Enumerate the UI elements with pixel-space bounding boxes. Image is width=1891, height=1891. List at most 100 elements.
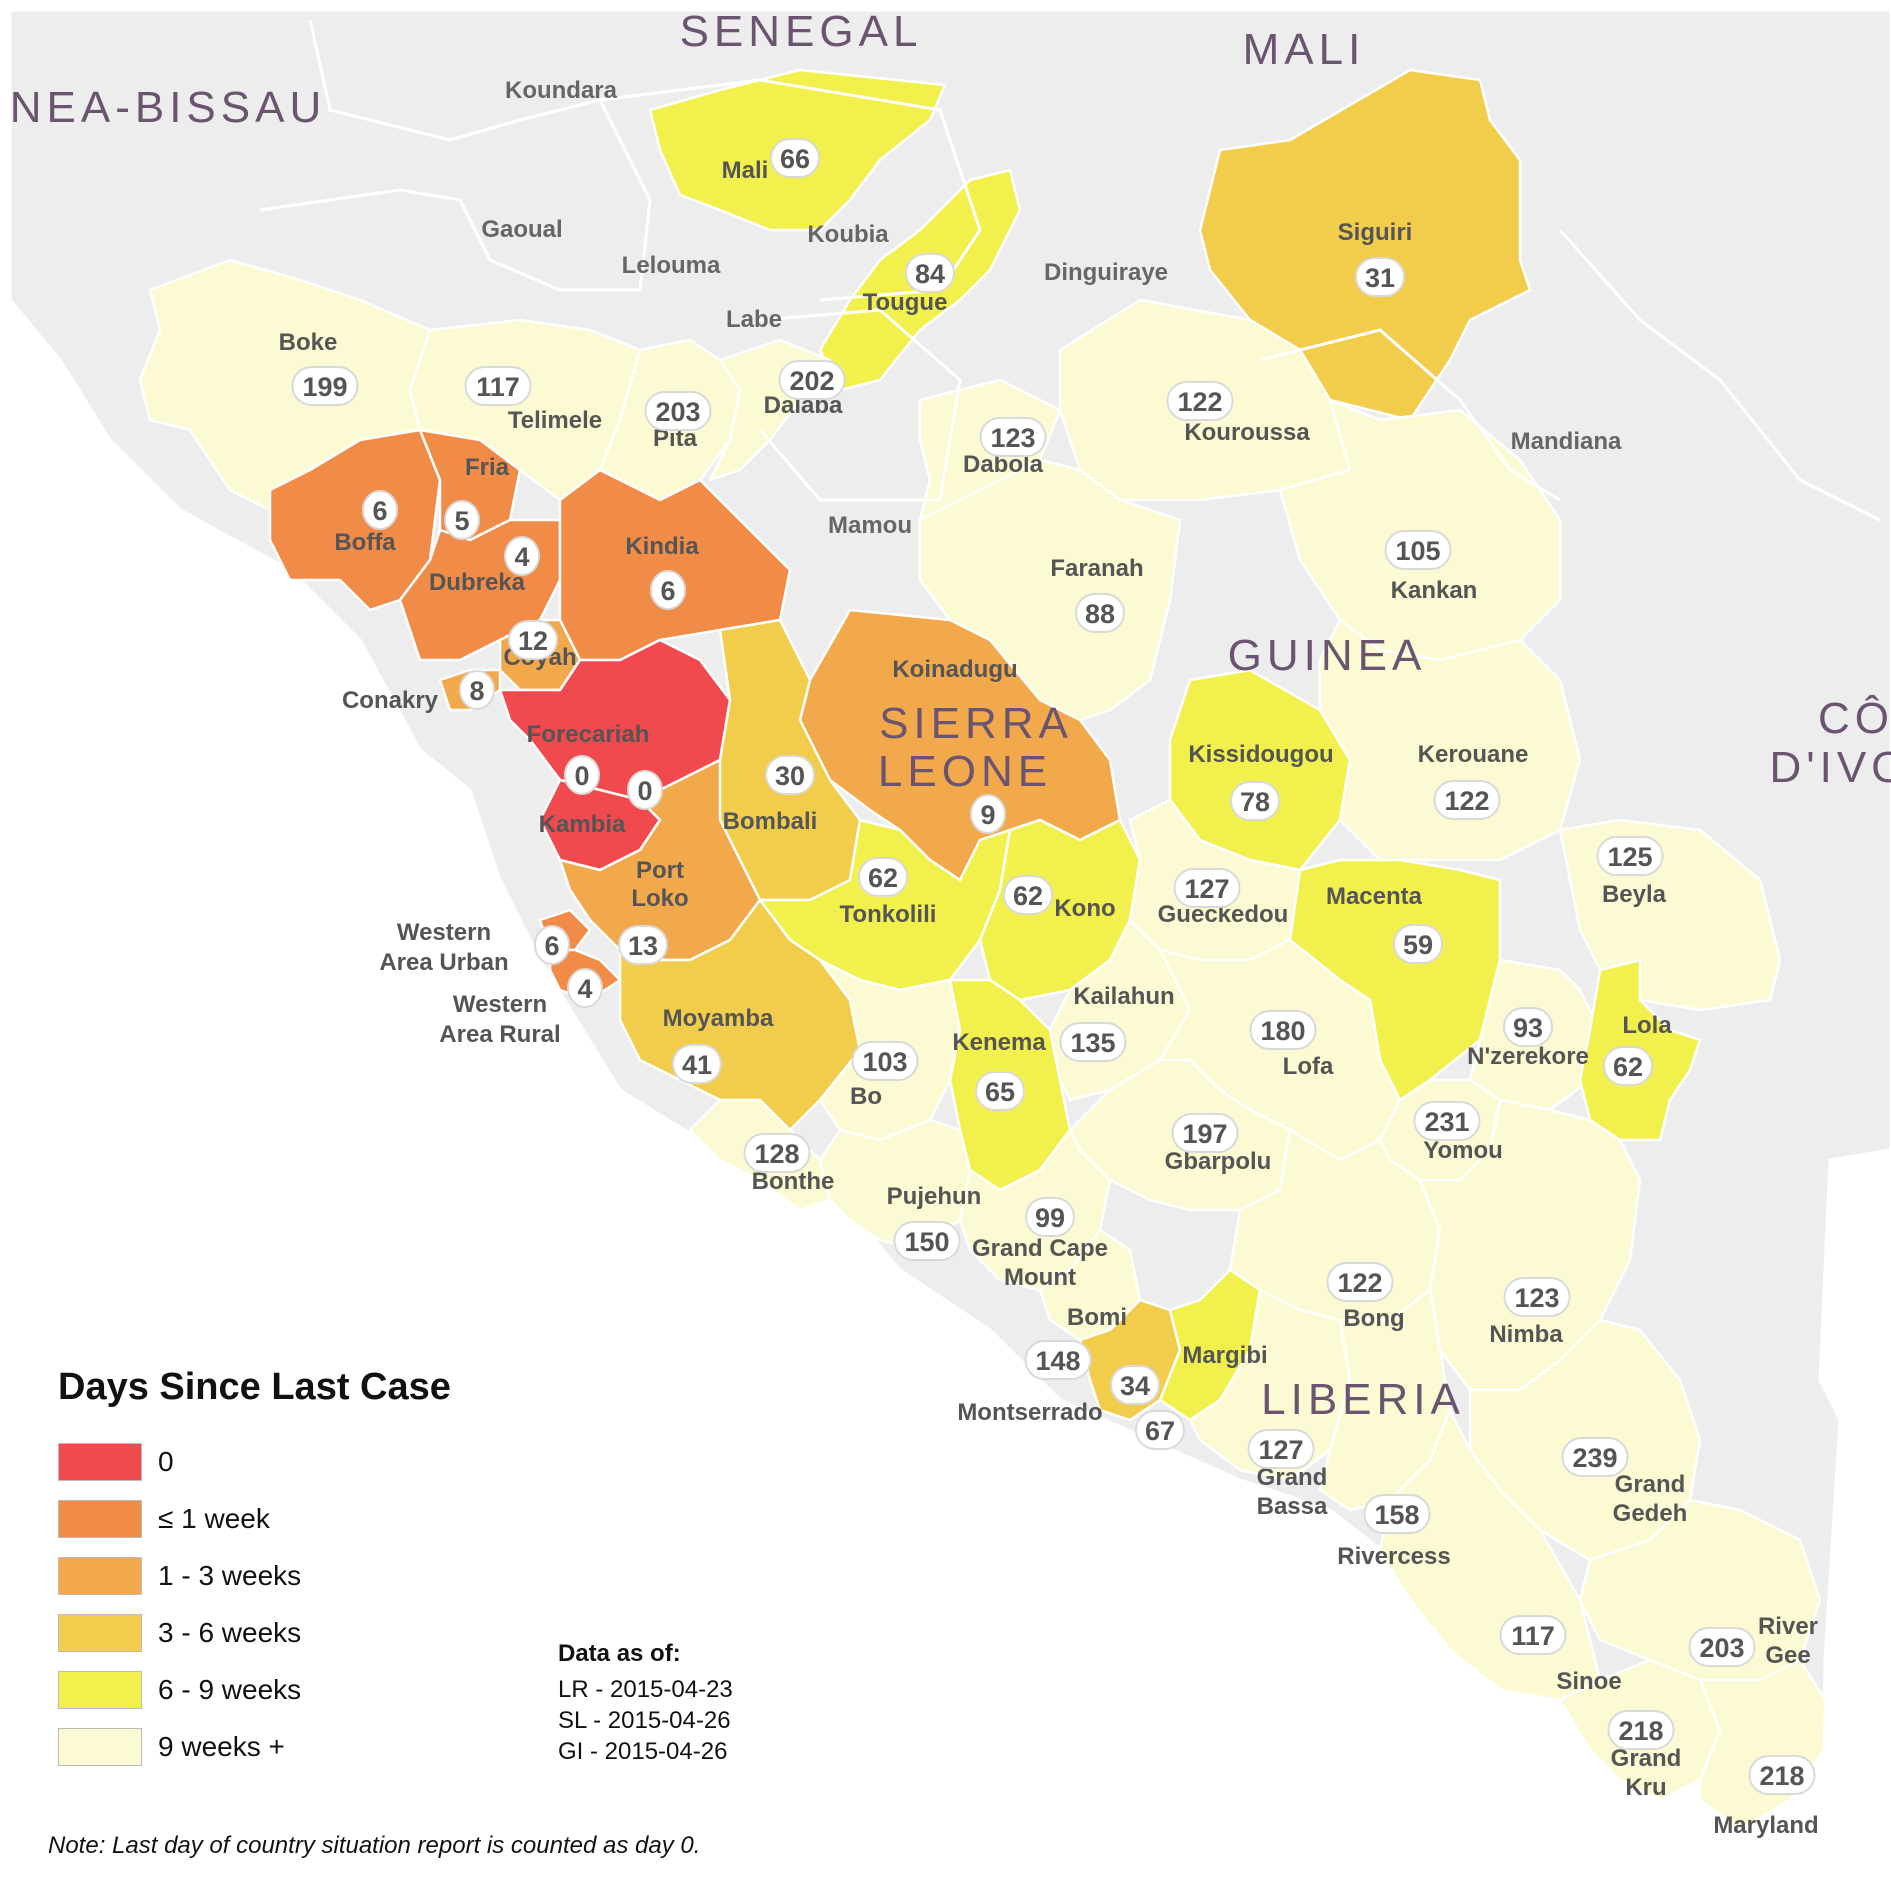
days-badge xyxy=(1433,780,1501,820)
days-count: 117 xyxy=(1511,1621,1555,1651)
country-label: SENEGAL xyxy=(680,7,923,56)
district-name-label: Tougue xyxy=(863,289,948,316)
legend-rows: 0 ≤ 1 week 1 - 3 weeks 3 - 6 weeks 6 - 9 wee… xyxy=(58,1433,518,1775)
district-name-label: Bassa xyxy=(1257,1493,1328,1520)
district-name-label: Sinoe xyxy=(1556,1668,1621,1695)
days-count: 6 xyxy=(544,931,559,961)
unreported-district-label: Gaoual xyxy=(481,216,562,243)
district-name-label: Western xyxy=(397,919,491,946)
district-name-label: Kono xyxy=(1054,895,1115,922)
days-badge xyxy=(1607,1710,1675,1750)
legend-swatch xyxy=(58,1613,142,1652)
days-badge xyxy=(1230,781,1280,821)
district-name-label: Moyamba xyxy=(663,1005,774,1032)
days-count: 239 xyxy=(1572,1443,1617,1473)
district-name-label: Gedeh xyxy=(1613,1500,1688,1527)
days-count: 197 xyxy=(1182,1119,1227,1149)
days-count: 93 xyxy=(1513,1013,1543,1043)
legend-label: 6 - 9 weeks xyxy=(158,1673,302,1705)
days-badge xyxy=(1503,1277,1571,1317)
days-badge xyxy=(1503,1007,1553,1047)
days-badge xyxy=(975,1071,1025,1111)
country-label: LEONE xyxy=(878,747,1052,796)
legend-label: 3 - 6 weeks xyxy=(158,1616,302,1648)
unreported-district-label: Labe xyxy=(726,306,782,333)
days-count: 105 xyxy=(1395,536,1440,566)
days-count: 41 xyxy=(682,1050,712,1080)
legend-item: 6 - 9 weeks xyxy=(58,1661,518,1718)
days-badge xyxy=(1413,1101,1481,1141)
days-count: 65 xyxy=(985,1077,1015,1107)
days-badge xyxy=(1603,1046,1653,1086)
legend-label: 0 xyxy=(158,1445,174,1477)
district-name-label: Conakry xyxy=(342,687,439,714)
days-count: 135 xyxy=(1070,1028,1115,1058)
unreported-district-label: Dinguiraye xyxy=(1044,259,1168,286)
days-count: 13 xyxy=(628,931,658,961)
district-name-label: Port xyxy=(636,857,684,884)
days-count: 12 xyxy=(518,626,548,656)
district-name-label: Western xyxy=(453,991,547,1018)
days-count: 6 xyxy=(660,576,675,606)
data-as-of-line: SL - 2015-04-26 xyxy=(558,1707,731,1734)
country-label: NEA-BISSAU xyxy=(10,83,327,132)
days-badge xyxy=(1025,1197,1075,1237)
days-badge xyxy=(1075,593,1125,633)
days-badge xyxy=(1135,1410,1185,1450)
days-count: 123 xyxy=(990,423,1035,453)
legend-label: 9 weeks + xyxy=(158,1730,285,1762)
district-name-label: Area Urban xyxy=(379,949,508,976)
district-name-label: Kerouane xyxy=(1418,741,1529,768)
days-badge xyxy=(1059,1022,1127,1062)
days-count: 127 xyxy=(1184,874,1229,904)
days-badge xyxy=(1326,1262,1394,1302)
district-name-label: Lola xyxy=(1622,1012,1672,1039)
days-badge xyxy=(1363,1494,1431,1534)
days-count: 122 xyxy=(1337,1268,1382,1298)
country-label: GUINEA xyxy=(1228,631,1427,680)
district-name-label: Rivercess xyxy=(1337,1543,1450,1570)
district-name-label: Pujehun xyxy=(887,1183,982,1210)
days-count: 59 xyxy=(1403,930,1433,960)
days-badge xyxy=(1024,1340,1092,1380)
days-badge xyxy=(979,417,1047,457)
days-count: 123 xyxy=(1514,1283,1559,1313)
days-badge xyxy=(1173,868,1241,908)
district-kerouane[interactable] xyxy=(1318,618,1582,862)
days-badge xyxy=(1247,1429,1315,1469)
days-badge xyxy=(1748,1755,1816,1795)
days-count: 4 xyxy=(514,542,529,572)
district-name-label: Bombali xyxy=(723,808,818,835)
legend-swatch xyxy=(58,1499,142,1538)
days-badge xyxy=(464,366,532,406)
unreported-district-label: Lelouma xyxy=(622,252,721,279)
days-count: 62 xyxy=(1613,1052,1643,1082)
legend-item: 0 xyxy=(58,1433,518,1490)
data-as-of-heading: Data as of: xyxy=(558,1640,681,1667)
days-badge xyxy=(858,857,908,897)
district-name-label: Area Rural xyxy=(439,1021,560,1048)
district-name-label: Montserrado xyxy=(957,1399,1102,1426)
days-badge xyxy=(770,138,820,178)
days-count: 148 xyxy=(1035,1346,1080,1376)
days-badge xyxy=(1384,530,1452,570)
country-label: CÔ xyxy=(1818,693,1891,743)
district-labels: Mali 66Tougue84Siguiri31Boke199Telimele11… xyxy=(279,138,1819,1839)
district-name-label: Lofa xyxy=(1283,1053,1334,1080)
days-count: 78 xyxy=(1240,787,1270,817)
district-name-label: Beyla xyxy=(1602,881,1667,908)
days-count: 5 xyxy=(454,506,469,536)
district-name-label: Kouroussa xyxy=(1184,419,1310,446)
district-name-label: Nimba xyxy=(1489,1321,1563,1348)
days-badge xyxy=(1688,1627,1756,1667)
district-name-label: Bomi xyxy=(1067,1304,1127,1331)
district-grand-bassa[interactable] xyxy=(1188,1288,1352,1482)
days-badge xyxy=(1499,1615,1567,1655)
district-siguiri[interactable] xyxy=(1198,68,1532,422)
days-count: 99 xyxy=(1035,1203,1065,1233)
days-badge xyxy=(970,794,1006,834)
district-name-label: Bo xyxy=(850,1083,882,1110)
district-name-label: Boffa xyxy=(334,529,396,556)
